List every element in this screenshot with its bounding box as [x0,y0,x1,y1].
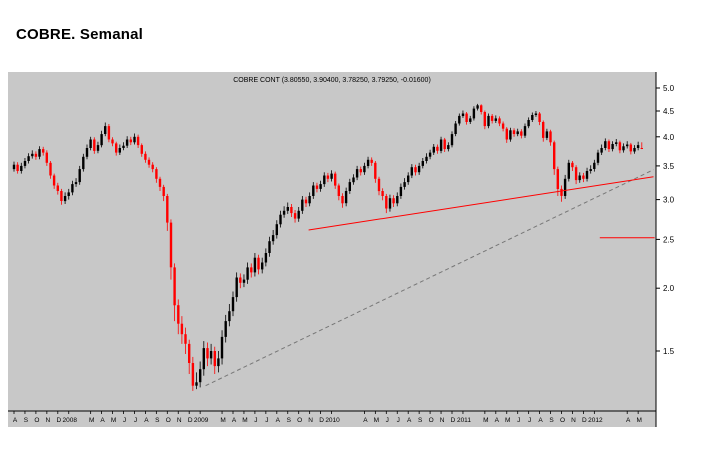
svg-text:M: M [89,417,94,424]
svg-text:N: N [440,417,445,424]
svg-text:A: A [538,417,543,424]
svg-text:N: N [571,417,576,424]
svg-text:D: D [451,417,456,424]
svg-text:A: A [276,417,281,424]
svg-text:J: J [265,417,268,424]
svg-text:D: D [56,417,61,424]
svg-text:J: J [386,417,389,424]
svg-text:N: N [308,417,313,424]
svg-text:S: S [155,417,160,424]
svg-text:S: S [287,417,292,424]
chart-panel: COBRE CONT (3.80550, 3.90400, 3.78250, 3… [0,60,704,449]
svg-text:S: S [24,417,29,424]
svg-text:M: M [242,417,247,424]
trendlines-layer [205,169,655,387]
svg-text:J: J [528,417,531,424]
svg-text:M: M [636,417,641,424]
svg-text:O: O [297,417,302,424]
svg-text:M: M [220,417,225,424]
svg-text:1.5: 1.5 [663,347,675,356]
long-term-rising-support-trendline [205,169,654,387]
svg-text:A: A [407,417,412,424]
svg-text:2008: 2008 [63,417,78,424]
plot-background [8,72,656,427]
svg-text:A: A [100,417,105,424]
svg-text:A: A [626,417,631,424]
y-axis: 5.0 4.5 4.0 3.5 3.0 2.5 2.0 1.5 [655,72,675,427]
svg-text:O: O [34,417,39,424]
svg-text:D: D [582,417,587,424]
price-chart: COBRE CONT (3.80550, 3.90400, 3.78250, 3… [8,72,675,427]
svg-text:A: A [13,417,18,424]
svg-text:4.0: 4.0 [663,133,675,142]
svg-text:4.5: 4.5 [663,107,675,116]
svg-text:J: J [254,417,257,424]
svg-text:N: N [177,417,182,424]
svg-text:J: J [397,417,400,424]
svg-text:2011: 2011 [457,417,471,424]
svg-text:M: M [483,417,488,424]
svg-text:D: D [188,417,193,424]
svg-text:3.0: 3.0 [663,196,675,205]
svg-text:2.0: 2.0 [663,284,675,293]
instrument-quote-label: COBRE CONT (3.80550, 3.90400, 3.78250, 3… [233,77,431,84]
svg-text:2012: 2012 [588,417,603,424]
svg-text:3.5: 3.5 [663,162,675,171]
svg-text:M: M [111,417,116,424]
svg-text:A: A [363,417,368,424]
svg-text:J: J [123,417,126,424]
svg-text:2009: 2009 [194,417,209,424]
svg-text:D: D [319,417,324,424]
svg-text:A: A [232,417,237,424]
x-axis: A S O N D 2008 M A M J J A S O N D 2009 M A M J J A S O N D 2010 A M J… [8,410,656,424]
chart-title: COBRE. Semanal [16,26,144,43]
svg-text:N: N [45,417,50,424]
svg-text:O: O [429,417,434,424]
svg-text:5.0: 5.0 [663,84,675,93]
svg-text:J: J [517,417,520,424]
svg-text:2010: 2010 [325,417,340,424]
svg-text:S: S [418,417,423,424]
svg-text:O: O [560,417,565,424]
svg-text:M: M [374,417,379,424]
secondary-rising-support-trendline [308,176,654,231]
svg-text:J: J [134,417,137,424]
svg-text:O: O [166,417,171,424]
svg-text:2.5: 2.5 [663,235,675,244]
svg-text:A: A [495,417,500,424]
svg-text:M: M [505,417,510,424]
svg-text:S: S [549,417,554,424]
svg-text:A: A [144,417,149,424]
candles-layer [12,103,643,391]
